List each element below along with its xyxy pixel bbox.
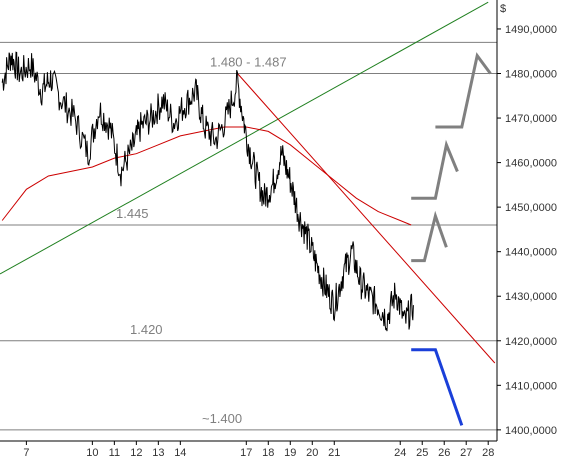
trendline — [237, 73, 496, 364]
level-label: ~1.400 — [202, 411, 242, 426]
x-tick-label: 21 — [328, 447, 340, 459]
trendline — [0, 1, 489, 275]
level-label: 1.445 — [116, 206, 149, 221]
y-axis: 1400,0000 1410,0000 1420,0000 1430,0000 1440… — [497, 24, 557, 437]
y-tick-label: 1480,0000 — [505, 69, 557, 81]
price-line — [1, 51, 414, 332]
bearish-projection — [411, 348, 464, 426]
bullish-projection — [411, 210, 448, 263]
x-tick-label: 10 — [86, 447, 98, 459]
x-tick-label: 13 — [152, 447, 164, 459]
support-resistance-levels — [0, 41, 497, 431]
y-tick-label: 1470,0000 — [505, 113, 557, 125]
x-axis: 7 10 11 12 13 14 17 18 19 20 21 24 25 26 27 28 — [23, 441, 494, 459]
y-tick-label: 1400,0000 — [505, 425, 557, 437]
x-tick-label: 26 — [438, 447, 450, 459]
x-tick-label: 17 — [240, 447, 252, 459]
chart-lines — [0, 1, 496, 426]
level-label: 1.480 - 1.487 — [210, 55, 287, 70]
y-tick-label: 1410,0000 — [505, 380, 557, 392]
x-tick-label: 12 — [130, 447, 142, 459]
x-tick-label: 24 — [394, 447, 406, 459]
x-tick-label: 28 — [482, 447, 494, 459]
y-tick-label: 1440,0000 — [505, 247, 557, 259]
x-tick-label: 27 — [460, 447, 472, 459]
y-tick-label: 1450,0000 — [505, 202, 557, 214]
bullish-projection — [435, 52, 492, 129]
x-tick-label: 19 — [284, 447, 296, 459]
x-tick-label: 11 — [109, 447, 120, 459]
y-tick-label: 1430,0000 — [505, 291, 557, 303]
level-labels: 1.480 - 1.487 1.445 1.420 ~1.400 — [116, 55, 287, 426]
x-tick-label: 25 — [416, 447, 428, 459]
y-tick-label: 1460,0000 — [505, 158, 557, 170]
y-tick-label: 1420,0000 — [505, 336, 557, 348]
x-tick-label: 18 — [262, 447, 274, 459]
level-label: 1.420 — [130, 322, 163, 337]
bullish-projection — [411, 139, 459, 200]
currency-symbol: $ — [500, 3, 506, 15]
x-tick-label: 14 — [174, 447, 186, 459]
x-tick-label: 20 — [306, 447, 318, 459]
x-tick-label: 7 — [23, 447, 29, 459]
y-tick-label: 1490,0000 — [505, 24, 557, 36]
